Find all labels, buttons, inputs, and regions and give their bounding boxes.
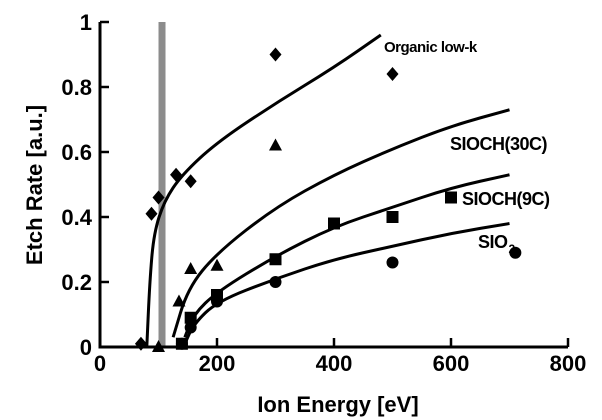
series-label: SIOCH(30C) xyxy=(450,134,548,154)
data-point-triangle xyxy=(184,262,198,274)
data-point-diamond xyxy=(152,190,165,205)
data-point-triangle xyxy=(172,294,186,307)
y-tick-label: 1 xyxy=(80,10,92,35)
data-point-diamond xyxy=(386,67,399,81)
data-point-diamond xyxy=(170,167,183,182)
data-point-triangle xyxy=(152,340,165,352)
series-label: SIO xyxy=(478,232,508,252)
y-tick-label: 0.4 xyxy=(61,205,92,230)
data-point-square xyxy=(269,253,282,266)
data-point-square xyxy=(445,191,457,204)
data-point-diamond xyxy=(145,206,158,221)
data-point-square xyxy=(328,217,340,230)
data-point-circle xyxy=(269,276,282,288)
data-point-circle xyxy=(184,321,197,334)
data-point-circle xyxy=(386,256,399,269)
x-tick-label: 400 xyxy=(316,351,353,376)
x-axis-title: Ion Energy [eV] xyxy=(257,392,418,417)
data-point-circle xyxy=(175,337,188,350)
data-point-square xyxy=(386,211,399,223)
x-tick-label: 800 xyxy=(550,351,587,376)
y-tick-label: 0 xyxy=(80,335,92,360)
y-tick-label: 0.2 xyxy=(61,270,92,295)
data-point-circle xyxy=(211,295,223,308)
y-tick-label: 0.8 xyxy=(61,75,92,100)
series-label: SIOCH(9C) xyxy=(462,189,550,209)
threshold-band xyxy=(158,22,166,347)
data-point-diamond xyxy=(134,336,147,351)
data-point-circle xyxy=(509,246,522,259)
data-point-triangle xyxy=(210,258,224,271)
x-tick-label: 0 xyxy=(94,351,106,376)
x-tick-label: 200 xyxy=(199,351,236,376)
data-point-square xyxy=(184,311,197,324)
x-tick-label: 600 xyxy=(433,351,470,376)
y-tick-label: 0.6 xyxy=(61,140,92,165)
series-label-subscript: 2 xyxy=(509,242,516,256)
fit-curve-diamond xyxy=(145,33,382,348)
data-point-triangle xyxy=(269,138,282,151)
series-label: Organic low-k xyxy=(384,39,478,56)
y-axis-title: Etch Rate [a.u.] xyxy=(22,105,47,265)
data-point-diamond xyxy=(184,174,197,189)
data-point-diamond xyxy=(269,47,282,62)
